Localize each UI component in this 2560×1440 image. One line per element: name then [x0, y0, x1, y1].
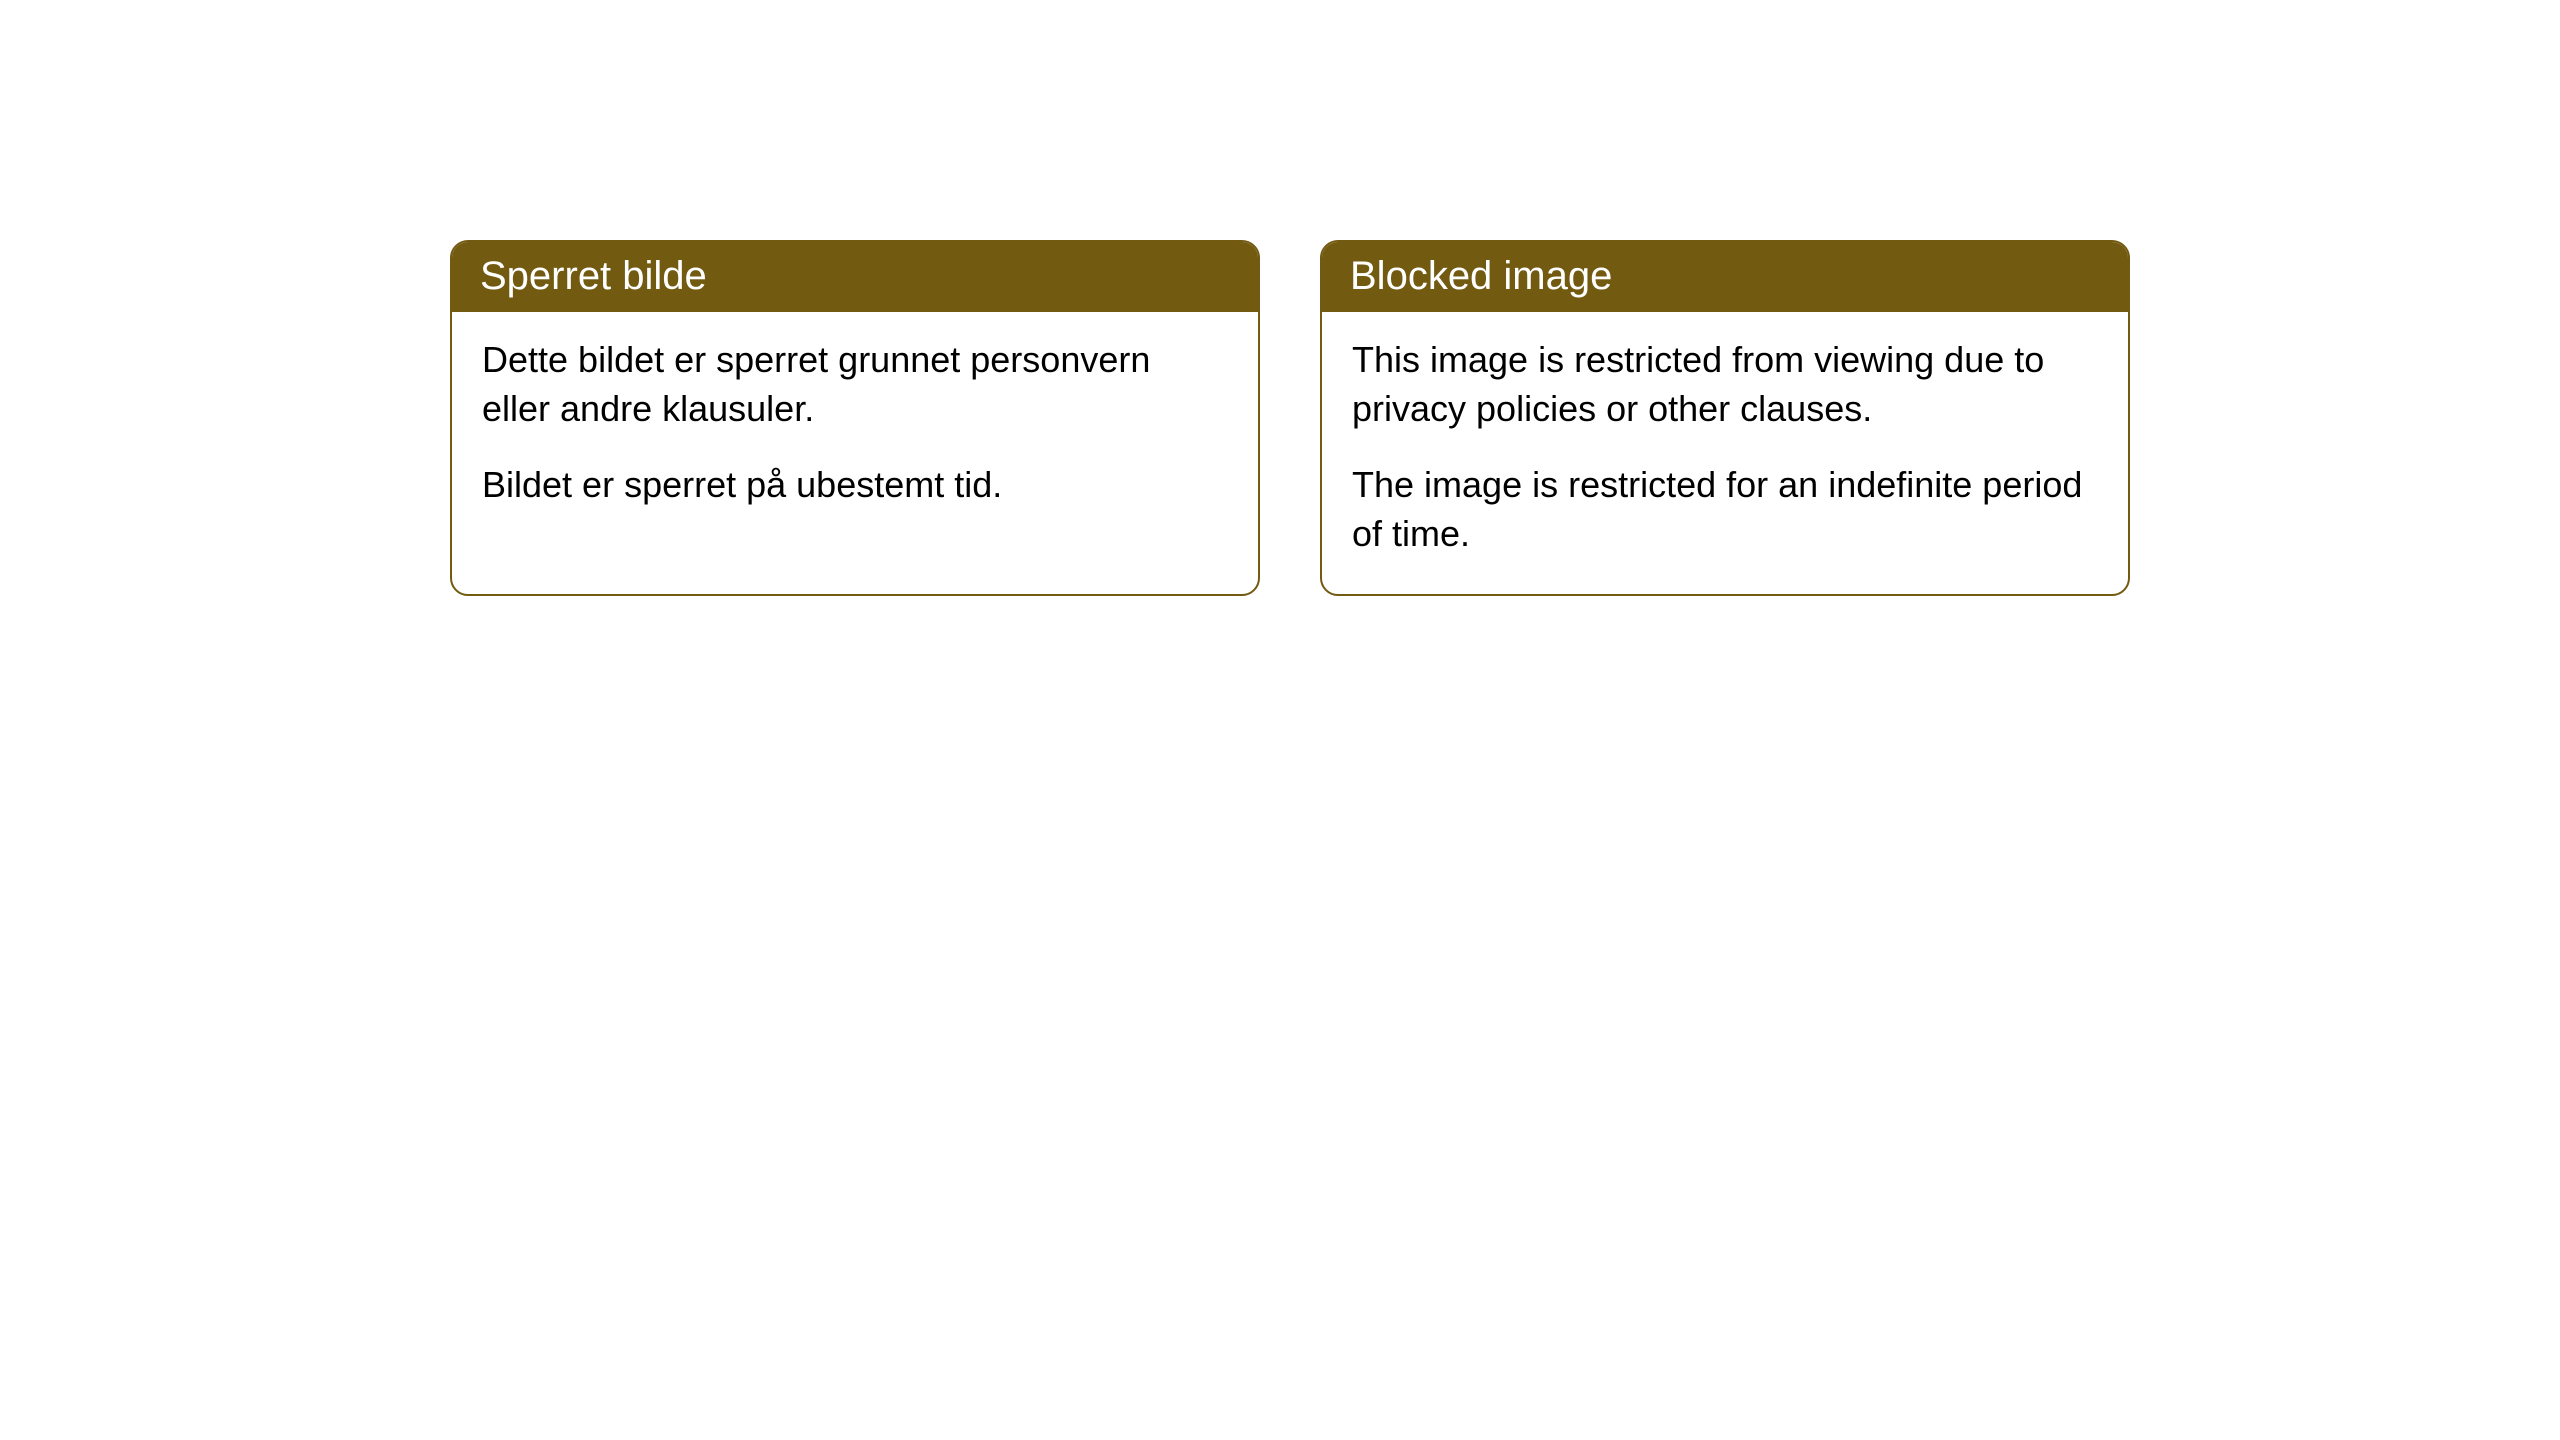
card-paragraph: Bildet er sperret på ubestemt tid.: [482, 461, 1228, 510]
notice-cards-container: Sperret bilde Dette bildet er sperret gr…: [450, 240, 2130, 596]
card-title: Sperret bilde: [452, 242, 1258, 312]
blocked-image-card-english: Blocked image This image is restricted f…: [1320, 240, 2130, 596]
blocked-image-card-norwegian: Sperret bilde Dette bildet er sperret gr…: [450, 240, 1260, 596]
card-paragraph: This image is restricted from viewing du…: [1352, 336, 2098, 433]
card-paragraph: Dette bildet er sperret grunnet personve…: [482, 336, 1228, 433]
card-paragraph: The image is restricted for an indefinit…: [1352, 461, 2098, 558]
card-body: This image is restricted from viewing du…: [1322, 312, 2128, 594]
card-title: Blocked image: [1322, 242, 2128, 312]
card-body: Dette bildet er sperret grunnet personve…: [452, 312, 1258, 546]
